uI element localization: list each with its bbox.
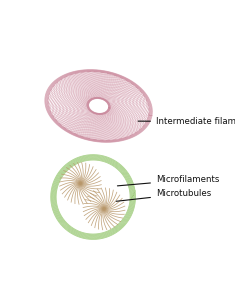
Text: Microfilaments: Microfilaments <box>118 175 219 186</box>
Text: Microtubules: Microtubules <box>116 189 211 201</box>
Text: Intermediate filaments: Intermediate filaments <box>138 117 235 126</box>
